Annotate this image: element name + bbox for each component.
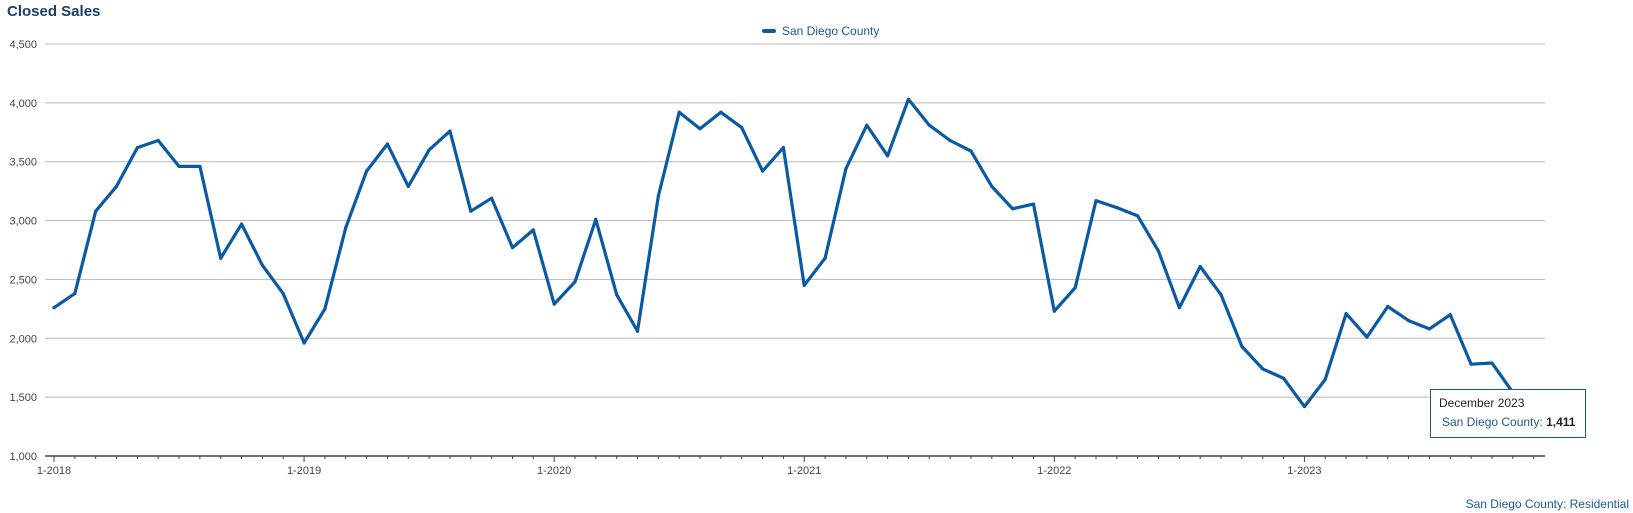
x-tick-label: 1-2022 [1037,465,1071,477]
data-point [510,246,515,250]
data-point [1136,214,1140,218]
x-tick-label: 1-2020 [537,465,571,477]
x-axis: 1-2018 1-2019 1-2020 1-2021 1-2022 1-2023 [37,455,1545,477]
data-point [1177,306,1181,310]
legend-label: San Diego County [782,24,880,38]
data-point [906,97,911,101]
y-tick-label: 2,000 [9,333,37,345]
y-tick-label: 3,500 [9,157,37,169]
data-point [552,302,556,306]
data-point [114,184,119,189]
data-point [344,226,348,230]
data-point [1052,309,1056,313]
data-point [1365,335,1369,339]
data-point [1302,404,1306,409]
grid-lines [45,43,1545,398]
data-point [990,184,994,189]
data-point [886,154,890,158]
data-point [1281,376,1286,380]
y-tick-label: 1,000 [9,451,37,463]
data-point [1427,327,1432,331]
data-point [1011,207,1015,211]
data-point [1094,198,1098,203]
data-point [1073,286,1077,290]
y-tick-label: 1,500 [9,392,37,404]
data-point [448,129,452,133]
data-point [385,142,390,146]
data-point [760,169,765,173]
data-point [156,138,160,143]
y-axis-ticks: 1,000 1,500 2,000 2,500 3,000 3,500 4,000 4,500 [9,39,37,463]
data-point [219,256,223,260]
data-point [969,149,973,153]
data-point [719,110,723,114]
data-point [531,228,535,232]
data-point [781,145,786,150]
data-point [1031,202,1036,206]
tooltip: December 2023 San Diego County: 1,411 [1430,389,1586,438]
data-point [365,169,369,173]
data-point [239,222,244,226]
data-point [1386,304,1390,309]
data-point [927,123,931,127]
tooltip-value: 1,411 [1546,415,1576,429]
data-point [615,293,619,297]
data-point [1344,311,1348,316]
series-line [52,97,1536,410]
data-point [698,127,702,131]
x-tick-label: 1-2019 [287,465,321,477]
data-point [135,145,139,150]
data-point [1261,367,1265,371]
data-point [1240,344,1244,349]
x-tick-label: 1-2018 [37,465,71,477]
y-tick-label: 2,500 [9,274,37,286]
data-point [823,256,827,260]
x-tick-label: 1-2021 [787,465,821,477]
data-point [844,167,848,171]
data-point [1469,362,1473,366]
legend-swatch [762,29,776,33]
data-point [302,341,306,345]
data-point [177,164,181,169]
data-point [1323,377,1327,382]
data-point [427,148,431,152]
data-point [323,307,327,311]
data-point [594,217,598,221]
data-point [865,123,869,127]
data-point [281,291,285,296]
data-point [740,125,744,130]
series-group [52,97,1536,410]
source-label: San Diego County: Residential [1465,497,1629,511]
chart-title: Closed Sales [7,3,101,20]
data-point [52,306,56,310]
data-point [1156,249,1161,253]
data-point [1115,206,1119,210]
tooltip-date: December 2023 [1439,396,1525,410]
x-tick-label: 1-2023 [1287,465,1321,477]
data-point [656,194,660,198]
data-point [490,196,494,200]
y-tick-label: 4,500 [9,39,37,51]
data-point [802,283,806,287]
data-point [94,209,98,213]
data-point [198,164,202,169]
tooltip-series-label: San Diego County: [1442,415,1543,429]
data-point [406,184,410,189]
data-point [1219,293,1223,297]
legend-item[interactable]: San Diego County [762,24,879,38]
data-point [635,329,640,333]
data-point [469,209,473,213]
data-point [1448,313,1452,317]
data-point [573,280,577,284]
y-tick-label: 4,000 [9,98,37,110]
data-point [948,138,952,143]
data-point [1490,361,1494,365]
y-tick-label: 3,000 [9,216,37,228]
data-point [677,110,681,114]
data-point [1407,319,1411,323]
data-point [260,263,264,267]
data-point [73,291,77,296]
data-point [1198,264,1202,269]
